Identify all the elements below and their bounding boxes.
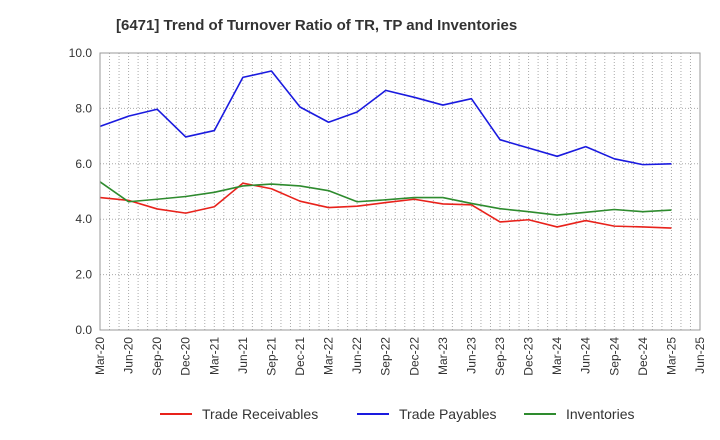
chart-title: [6471] Trend of Turnover Ratio of TR, TP… (116, 17, 517, 34)
legend-label-inventories: Inventories (566, 406, 634, 422)
x-tick-label: Sep-22 (379, 337, 393, 376)
y-tick-label: 0.0 (75, 323, 92, 337)
x-tick-label: Mar-23 (436, 337, 450, 375)
legend-label-trade-payables: Trade Payables (399, 406, 497, 422)
x-tick-label: Jun-24 (579, 337, 593, 374)
plot-frame (99, 52, 701, 331)
x-axis: Mar-20 Jun-20 Sep-20 Dec-20 Mar-21 Jun-21 Sep-… (93, 337, 707, 376)
series-line-trade-receivables (99, 182, 672, 229)
x-tick-label: Dec-22 (407, 337, 421, 376)
x-tick-label: Sep-23 (493, 337, 507, 376)
y-tick-label: 4.0 (75, 212, 92, 226)
x-tick-label: Jun-25 (693, 337, 707, 374)
legend-label-trade-receivables: Trade Receivables (202, 406, 318, 422)
x-tick-label: Dec-20 (179, 337, 193, 376)
x-tick-label: Mar-25 (664, 337, 678, 375)
y-axis: 0.0 2.0 4.0 6.0 8.0 10.0 (69, 46, 93, 337)
legend: Trade Receivables Trade Payables Inventori… (160, 406, 634, 422)
grid-layer (100, 53, 700, 330)
x-tick-label: Sep-24 (607, 337, 621, 376)
x-tick-label: Mar-22 (322, 337, 336, 375)
x-tick-label: Mar-21 (207, 337, 221, 375)
x-tick-label: Mar-20 (93, 337, 107, 375)
y-tick-label: 6.0 (75, 157, 92, 171)
x-tick-label: Sep-20 (150, 337, 164, 376)
series-line-inventories (99, 181, 672, 216)
x-tick-label: Sep-21 (264, 337, 278, 376)
x-tick-label: Dec-24 (636, 337, 650, 376)
x-tick-label: Jun-21 (236, 337, 250, 374)
x-tick-label: Jun-22 (350, 337, 364, 374)
x-tick-label: Dec-23 (522, 337, 536, 376)
y-tick-label: 2.0 (75, 268, 92, 282)
x-tick-label: Jun-20 (122, 337, 136, 374)
series-line-trade-payables (99, 70, 672, 166)
x-tick-label: Dec-21 (293, 337, 307, 376)
x-tick-label: Mar-24 (550, 337, 564, 375)
y-tick-label: 10.0 (69, 46, 93, 60)
y-tick-label: 8.0 (75, 101, 92, 115)
x-tick-label: Jun-23 (464, 337, 478, 374)
series-layer (99, 70, 672, 229)
